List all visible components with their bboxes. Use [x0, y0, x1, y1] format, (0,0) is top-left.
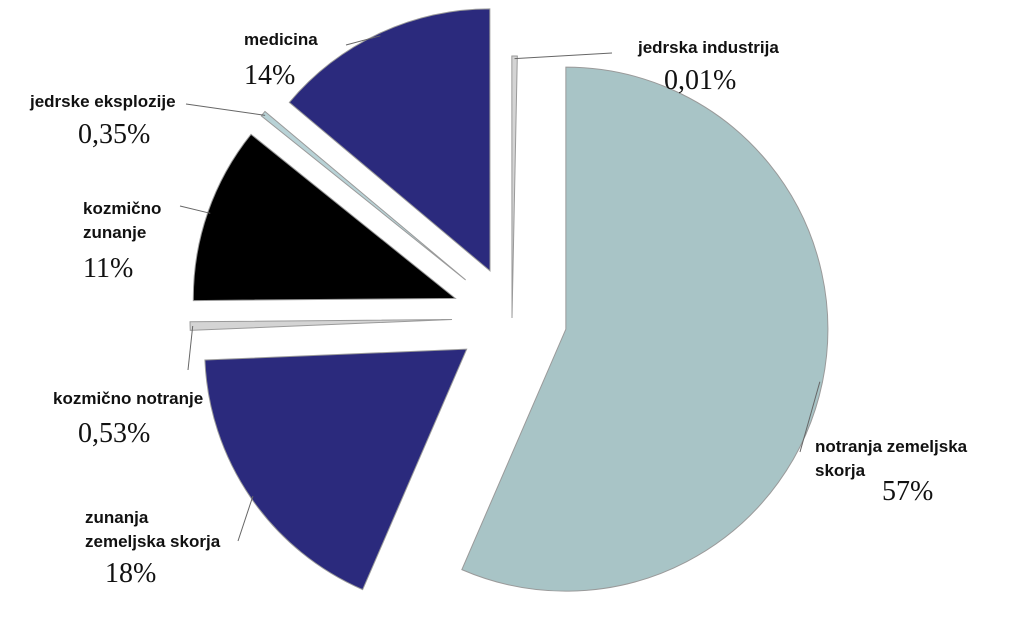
pie-slice — [189, 319, 453, 331]
slice-label: skorja — [815, 461, 866, 480]
slice-value-label: 0,35% — [78, 119, 150, 150]
slice-label: medicina — [244, 30, 318, 49]
slice-label: notranja zemeljska — [815, 437, 968, 456]
pie-slice — [260, 110, 466, 281]
pie-slices — [189, 8, 829, 592]
leader-line — [237, 495, 254, 542]
pie-slice — [511, 55, 518, 319]
slice-labels: notranja zemeljska skorja 57% zunanja zemelj… — [29, 30, 968, 589]
leader-line — [185, 103, 266, 116]
leader-line — [514, 52, 613, 60]
slice-value-label: 0,01% — [664, 65, 736, 96]
slice-value-label: 57% — [882, 476, 933, 507]
slice-value-label: 18% — [105, 558, 156, 589]
slice-label: zemeljska skorja — [85, 532, 221, 551]
pie-slice — [204, 348, 468, 591]
pie-slice — [461, 66, 829, 592]
slice-label: zunanje — [83, 223, 146, 242]
slice-value-label: 0,53% — [78, 418, 150, 449]
leader-line — [187, 325, 194, 371]
slice-label: kozmično — [83, 199, 161, 218]
leader-line — [179, 205, 211, 214]
pie-slice — [288, 8, 491, 272]
slice-label: jedrske eksplozije — [29, 92, 176, 111]
leader-line — [799, 381, 821, 453]
leader-line — [345, 35, 381, 46]
slice-value-label: 14% — [244, 60, 295, 91]
slice-label: zunanja — [85, 508, 149, 527]
leader-lines — [179, 35, 821, 542]
slice-value-label: 11% — [83, 253, 133, 284]
slice-label: jedrska industrija — [637, 38, 779, 57]
slice-label: kozmično notranje — [53, 389, 203, 408]
